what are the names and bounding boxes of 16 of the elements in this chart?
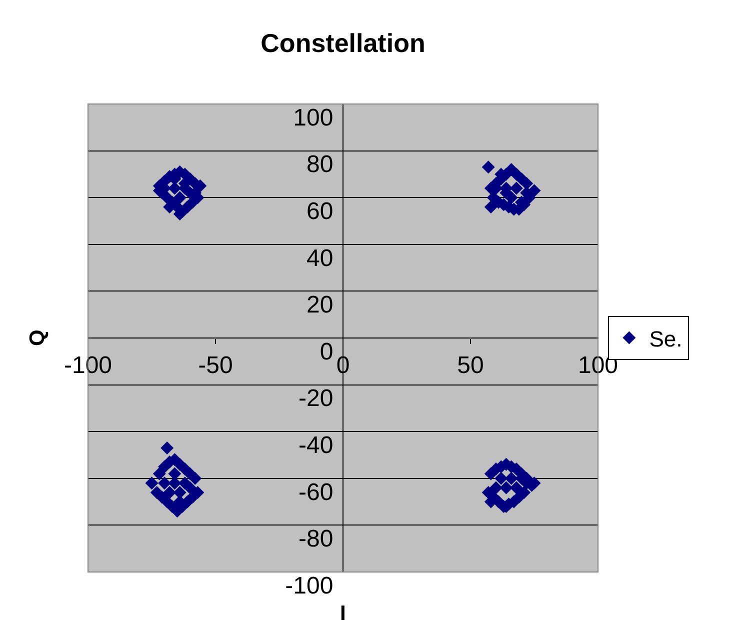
y-tick-label: -60 xyxy=(298,478,334,506)
x-tick-label: 50 xyxy=(457,352,484,379)
x-tick-label: -50 xyxy=(198,352,233,379)
chart-title: Constellation xyxy=(260,28,426,58)
y-tick-label: 100 xyxy=(293,104,334,132)
y-tick-label: -20 xyxy=(298,385,334,412)
y-tick-label: 20 xyxy=(306,292,334,319)
x-axis-title: I xyxy=(340,602,346,625)
legend-label: Se. xyxy=(649,326,682,352)
y-axis-title: Q xyxy=(26,330,49,346)
y-tick-label: 80 xyxy=(306,151,334,178)
y-tick-label: 60 xyxy=(306,198,334,225)
y-tick-label: 40 xyxy=(306,244,334,272)
y-tick-label: -80 xyxy=(298,526,334,553)
y-tick-label: -40 xyxy=(298,432,334,459)
y-tick-label: -100 xyxy=(285,572,334,600)
